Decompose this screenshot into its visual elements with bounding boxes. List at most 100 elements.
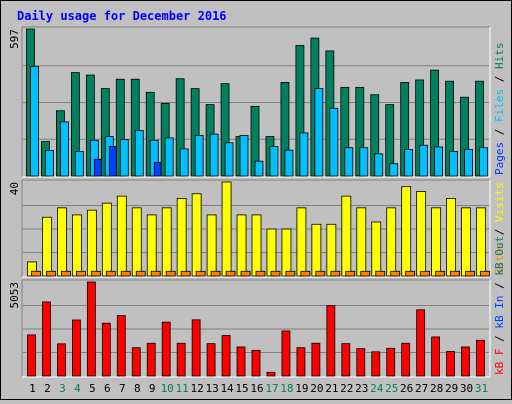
day-label: 7 bbox=[119, 382, 126, 395]
kb-f-bar bbox=[131, 347, 141, 377]
sites-bar bbox=[330, 270, 341, 277]
kb-f-bar bbox=[416, 309, 426, 377]
files-bar bbox=[134, 130, 144, 177]
legend-kbytes: kB F / kB In / kB Out bbox=[493, 236, 506, 375]
files-bar bbox=[419, 144, 429, 177]
legend-visits: Visits bbox=[493, 182, 506, 222]
kb-f-bar bbox=[176, 342, 186, 377]
files-bar bbox=[30, 66, 39, 177]
sites-bar bbox=[150, 270, 161, 277]
sites-bar bbox=[465, 270, 475, 277]
visits-bar bbox=[71, 214, 82, 277]
pages-bar bbox=[108, 146, 117, 177]
kb-f-bar bbox=[431, 336, 441, 377]
day-label: 30 bbox=[460, 382, 473, 395]
visits-bar bbox=[116, 195, 127, 277]
visits-bar bbox=[401, 186, 412, 277]
day-label: 6 bbox=[104, 382, 111, 395]
visits-bar bbox=[251, 214, 262, 277]
visits-bar bbox=[266, 228, 277, 277]
files-bar bbox=[359, 147, 369, 177]
files-bar bbox=[344, 147, 354, 177]
day-label: 14 bbox=[220, 382, 234, 395]
kb-f-bar bbox=[42, 301, 51, 377]
day-label: 21 bbox=[325, 382, 338, 395]
legend-separator: / bbox=[493, 69, 506, 89]
files-bar bbox=[434, 146, 444, 177]
legend-pages: Pages bbox=[493, 142, 506, 175]
day-label: 10 bbox=[161, 382, 174, 395]
files-bar bbox=[449, 150, 458, 177]
y-max-label: 5053 bbox=[8, 282, 21, 309]
day-label: 19 bbox=[295, 382, 308, 395]
sites-bar bbox=[75, 270, 86, 277]
kb-f-bar bbox=[191, 319, 201, 377]
files-bar bbox=[374, 153, 384, 177]
kb-f-bar bbox=[221, 335, 231, 377]
visits-bar bbox=[146, 214, 157, 277]
visits-bar bbox=[206, 214, 217, 277]
day-label: 17 bbox=[265, 382, 278, 395]
sites-bar bbox=[450, 270, 460, 277]
kb-f-bar bbox=[311, 342, 321, 377]
visits-bar bbox=[57, 207, 67, 277]
day-label: 15 bbox=[235, 382, 248, 395]
day-label: 18 bbox=[280, 382, 293, 395]
files-bar bbox=[179, 148, 189, 177]
day-label: 11 bbox=[176, 382, 189, 395]
day-label: 2 bbox=[44, 382, 51, 395]
kb-f-bar bbox=[341, 343, 351, 377]
files-bar bbox=[45, 149, 54, 177]
day-label: 25 bbox=[385, 382, 398, 395]
files-bar bbox=[119, 139, 129, 177]
day-label: 20 bbox=[310, 382, 323, 395]
visits-bar bbox=[311, 223, 322, 277]
sites-bar bbox=[90, 270, 101, 277]
visits-bar bbox=[416, 190, 427, 277]
visits-bar bbox=[461, 207, 471, 277]
sites-bar bbox=[480, 270, 490, 277]
legend-files: Files bbox=[493, 89, 506, 122]
visits-bar bbox=[221, 181, 232, 277]
visits-bar bbox=[176, 198, 187, 277]
day-label: 24 bbox=[370, 382, 384, 395]
visits-bar bbox=[42, 216, 52, 277]
files-bar bbox=[329, 107, 339, 177]
day-label: 1 bbox=[29, 382, 36, 395]
files-bar bbox=[389, 163, 399, 177]
day-label: 26 bbox=[400, 382, 413, 395]
sites-bar bbox=[300, 270, 311, 277]
day-label: 29 bbox=[445, 382, 458, 395]
day-label: 16 bbox=[250, 382, 263, 395]
visits-bar bbox=[281, 228, 292, 277]
day-label: 22 bbox=[340, 382, 353, 395]
kb-f-bar bbox=[266, 371, 276, 377]
visits-bar bbox=[101, 202, 112, 277]
files-bar bbox=[254, 160, 264, 177]
files-bar bbox=[224, 142, 234, 177]
day-label: 13 bbox=[205, 382, 218, 395]
kb-f-bar bbox=[251, 349, 261, 377]
legend-separator: / bbox=[493, 122, 506, 142]
sites-bar bbox=[255, 270, 266, 277]
files-bar bbox=[194, 134, 204, 177]
visits-bar bbox=[371, 221, 382, 277]
visits-bar bbox=[86, 209, 97, 277]
sites-bar bbox=[375, 270, 386, 277]
files-bar bbox=[239, 134, 249, 177]
visits-bar bbox=[131, 207, 142, 277]
kb-f-bar bbox=[386, 347, 396, 377]
day-label: 31 bbox=[475, 382, 488, 395]
files-bar bbox=[209, 133, 219, 177]
visits-bar bbox=[341, 195, 352, 277]
kb-f-bar bbox=[446, 351, 455, 377]
kb-f-bar bbox=[116, 315, 126, 377]
kb-f-bar bbox=[296, 347, 306, 377]
kb-f-bar bbox=[146, 342, 156, 377]
kb-f-bar bbox=[161, 321, 171, 377]
day-label: 5 bbox=[89, 382, 96, 395]
sites-bar bbox=[180, 270, 191, 277]
